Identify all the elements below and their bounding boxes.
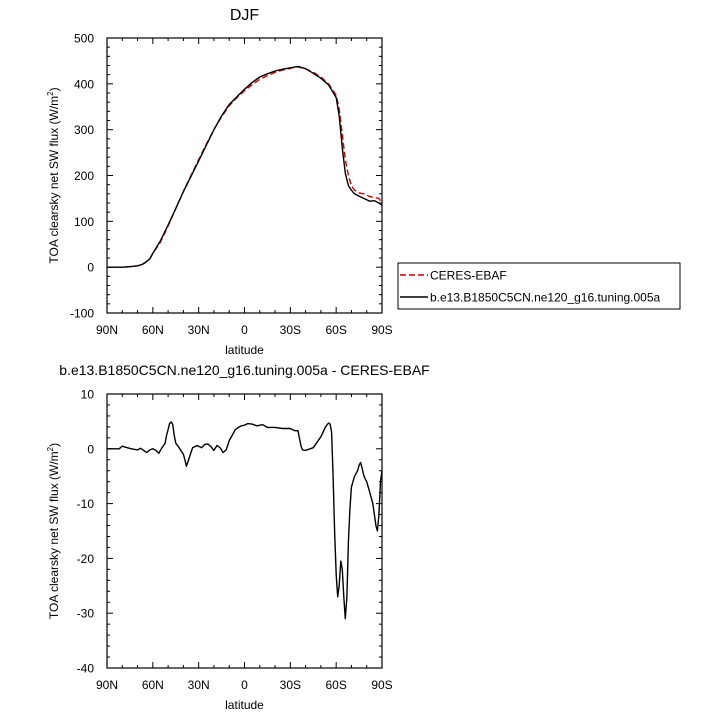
plot-frame (106, 37, 383, 314)
x-axis-label: latitude (225, 698, 264, 712)
legend: CERES-EBAF b.e13.B1850C5CN.ne120_g16.tuni… (397, 262, 681, 310)
legend-label: b.e13.B1850C5CN.ne120_g16.tuning.005a (430, 291, 661, 305)
bottom-panel: b.e13.B1850C5CN.ne120_g16.tuning.005a - … (46, 362, 430, 712)
x-tick-label: 60S (325, 678, 346, 692)
chart-title: DJF (230, 7, 260, 24)
y-tick-label: 100 (74, 215, 94, 229)
series-line-0 (107, 421, 383, 620)
series-line-1 (107, 65, 383, 268)
y-tick-label: -10 (77, 497, 95, 511)
y-tick-label: 0 (87, 442, 94, 456)
chart-title: b.e13.B1850C5CN.ne120_g16.tuning.005a - … (59, 362, 429, 378)
plot-frame (106, 393, 383, 669)
y-tick-label: 0 (87, 261, 94, 275)
legend-label: CERES-EBAF (430, 269, 507, 283)
y-axis-label-superscript: 2 (46, 91, 55, 96)
y-tick-label: 500 (74, 32, 94, 46)
x-tick-label: 30S (280, 678, 301, 692)
y-tick-label: 400 (74, 77, 94, 91)
y-tick-label: -20 (77, 552, 95, 566)
legend-frame (397, 262, 681, 310)
x-tick-label: 90S (371, 323, 392, 337)
y-tick-label: -100 (70, 307, 94, 321)
y-axis-label: TOA clearsky net SW flux (W/m2) (46, 87, 61, 263)
y-axis-label-main: TOA clearsky net SW flux (W/m (47, 96, 61, 264)
x-tick-label: 0 (241, 678, 248, 692)
series-line-0 (107, 66, 383, 268)
x-axis-label: latitude (225, 343, 264, 357)
y-axis-label-main: TOA clearsky net SW flux (W/m (47, 451, 61, 619)
x-tick-label: 0 (241, 323, 248, 337)
y-tick-label: 10 (81, 388, 95, 402)
y-axis-label-superscript: 2 (46, 446, 55, 451)
x-tick-label: 90N (96, 678, 118, 692)
x-tick-label: 90N (96, 323, 118, 337)
y-axis-label-close: ) (47, 443, 61, 447)
x-tick-label: 30N (188, 678, 210, 692)
x-tick-label: 90S (371, 678, 392, 692)
y-tick-label: 300 (74, 123, 94, 137)
top-panel: DJF 90N 60N 30N 0 30S 60S 90S -100 0 100 200 300 400 5… (46, 7, 681, 357)
y-tick-label: -40 (77, 662, 95, 676)
x-tick-label: 30N (188, 323, 210, 337)
y-axis-label: TOA clearsky net SW flux (W/m2) (46, 443, 61, 619)
x-tick-label: 60S (325, 323, 346, 337)
y-tick-label: -30 (77, 607, 95, 621)
y-tick-label: 200 (74, 169, 94, 183)
y-axis-label-close: ) (47, 87, 61, 91)
x-tick-label: 60N (142, 323, 164, 337)
x-tick-label: 30S (280, 323, 301, 337)
x-tick-label: 60N (142, 678, 164, 692)
